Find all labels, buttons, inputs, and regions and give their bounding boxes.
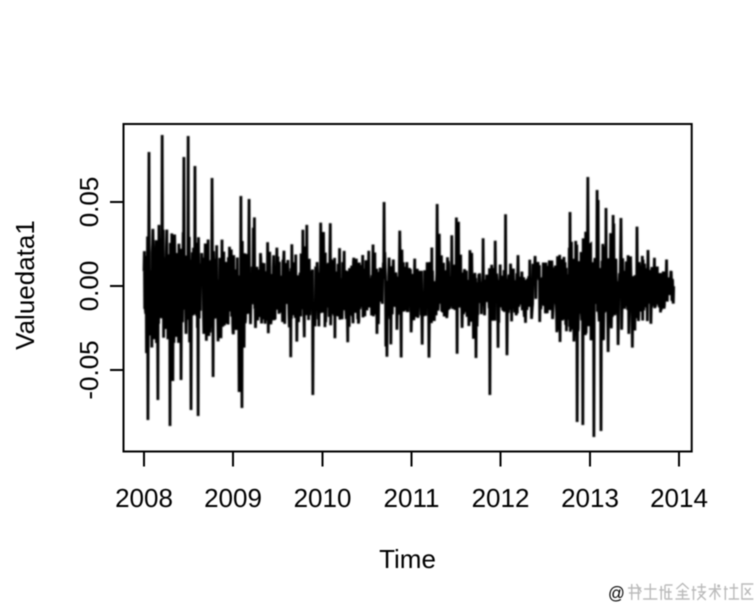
- svg-text:2008: 2008: [115, 483, 173, 513]
- svg-text:2013: 2013: [561, 483, 619, 513]
- svg-text:2014: 2014: [650, 483, 708, 513]
- svg-text:0.05: 0.05: [74, 177, 104, 228]
- svg-text:@: @: [608, 584, 625, 603]
- svg-text:0.00: 0.00: [74, 261, 104, 312]
- svg-text:-0.05: -0.05: [74, 340, 104, 399]
- svg-text:2009: 2009: [204, 483, 262, 513]
- svg-text:Time: Time: [379, 544, 436, 574]
- svg-text:2011: 2011: [384, 483, 440, 513]
- svg-text:2010: 2010: [294, 483, 352, 513]
- svg-text:Valuedata1: Valuedata1: [10, 220, 40, 350]
- svg-text:2012: 2012: [472, 483, 530, 513]
